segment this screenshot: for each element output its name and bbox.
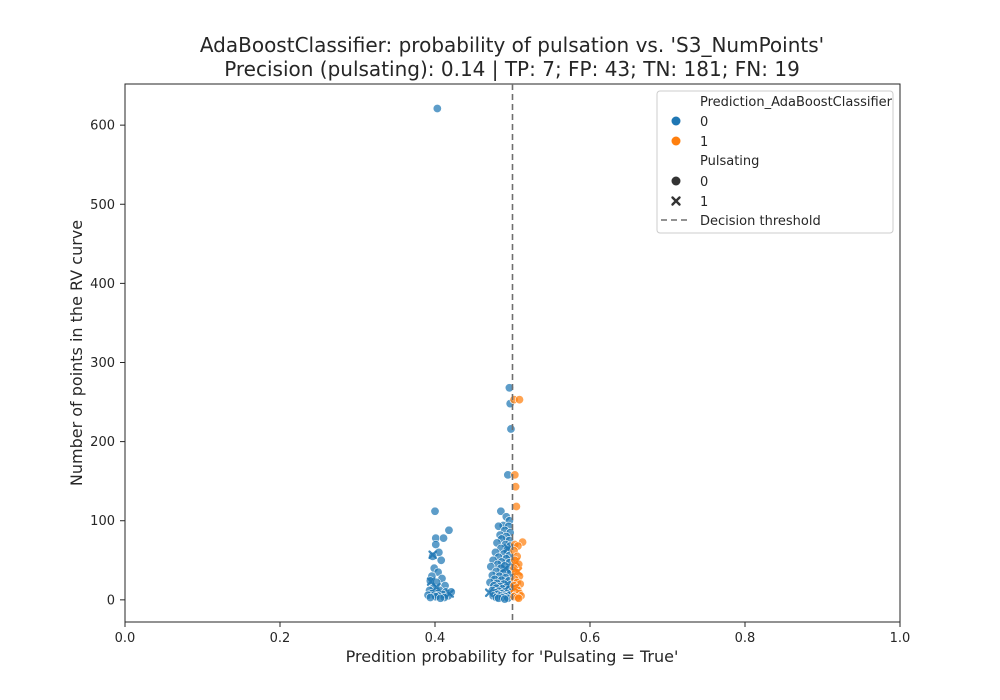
data-point — [436, 555, 446, 565]
data-point-x — [513, 567, 523, 576]
data-point-x — [445, 589, 455, 598]
y-tick-label: 100 — [90, 514, 115, 529]
data-point — [514, 593, 524, 603]
data-point — [496, 506, 506, 516]
x-axis-label: Predition probability for 'Pulsating = T… — [346, 647, 679, 666]
legend: Prediction_AdaBoostClassifier 0 1 Pulsat… — [656, 90, 894, 234]
data-point — [432, 104, 442, 114]
y-tick-label: 0 — [107, 593, 115, 608]
x-tick-label: 0.8 — [735, 631, 756, 646]
chart-subtitle: Precision (pulsating): 0.14 | TP: 7; FP:… — [224, 57, 800, 81]
y-tick-label: 200 — [90, 435, 115, 450]
legend-style-label-0: 0 — [700, 175, 708, 190]
legend-hue-title: Prediction_AdaBoostClassifier — [700, 95, 893, 110]
data-point — [500, 594, 510, 604]
x-tick-label: 0.0 — [115, 631, 136, 646]
data-point — [439, 533, 449, 543]
x-tick-label: 0.6 — [580, 631, 601, 646]
legend-hue-label-1: 1 — [700, 135, 708, 150]
legend-hue-marker-1 — [671, 136, 681, 146]
data-point — [506, 424, 516, 434]
data-point — [444, 525, 454, 535]
x-tick-label: 1.0 — [890, 631, 911, 646]
data-point — [511, 482, 521, 492]
legend-style-title: Pulsating — [700, 154, 759, 169]
data-point-x — [511, 557, 520, 567]
y-axis-ticks: 0 100 200 300 400 500 600 — [90, 119, 125, 608]
y-tick-label: 300 — [90, 356, 115, 371]
y-tick-label: 500 — [90, 198, 115, 213]
y-tick-label: 600 — [90, 119, 115, 134]
x-tick-label: 0.4 — [425, 631, 446, 646]
data-point-x — [501, 563, 510, 573]
legend-hue-label-0: 0 — [700, 115, 708, 130]
points-layer — [423, 104, 528, 604]
legend-style-marker-0 — [671, 176, 681, 186]
chart-title: AdaBoostClassifier: probability of pulsa… — [200, 33, 824, 57]
legend-style-marker-1 — [671, 196, 681, 206]
data-point — [431, 539, 441, 549]
data-point — [514, 395, 524, 405]
data-point-x — [432, 582, 441, 592]
data-point — [425, 592, 435, 602]
data-point-x — [428, 550, 438, 560]
data-point — [511, 501, 521, 511]
data-point — [504, 383, 514, 393]
y-axis-label: Number of points in the RV curve — [67, 220, 86, 486]
legend-threshold-label: Decision threshold — [700, 214, 821, 229]
data-point — [435, 593, 445, 603]
legend-hue-marker-0 — [671, 116, 681, 126]
data-point — [430, 506, 440, 516]
y-tick-label: 400 — [90, 277, 115, 292]
x-axis-ticks: 0.0 0.2 0.4 0.6 0.8 1.0 — [115, 622, 911, 646]
x-tick-label: 0.2 — [270, 631, 291, 646]
legend-frame — [656, 90, 894, 234]
legend-style-label-1: 1 — [700, 195, 708, 210]
data-point-x — [484, 588, 494, 598]
